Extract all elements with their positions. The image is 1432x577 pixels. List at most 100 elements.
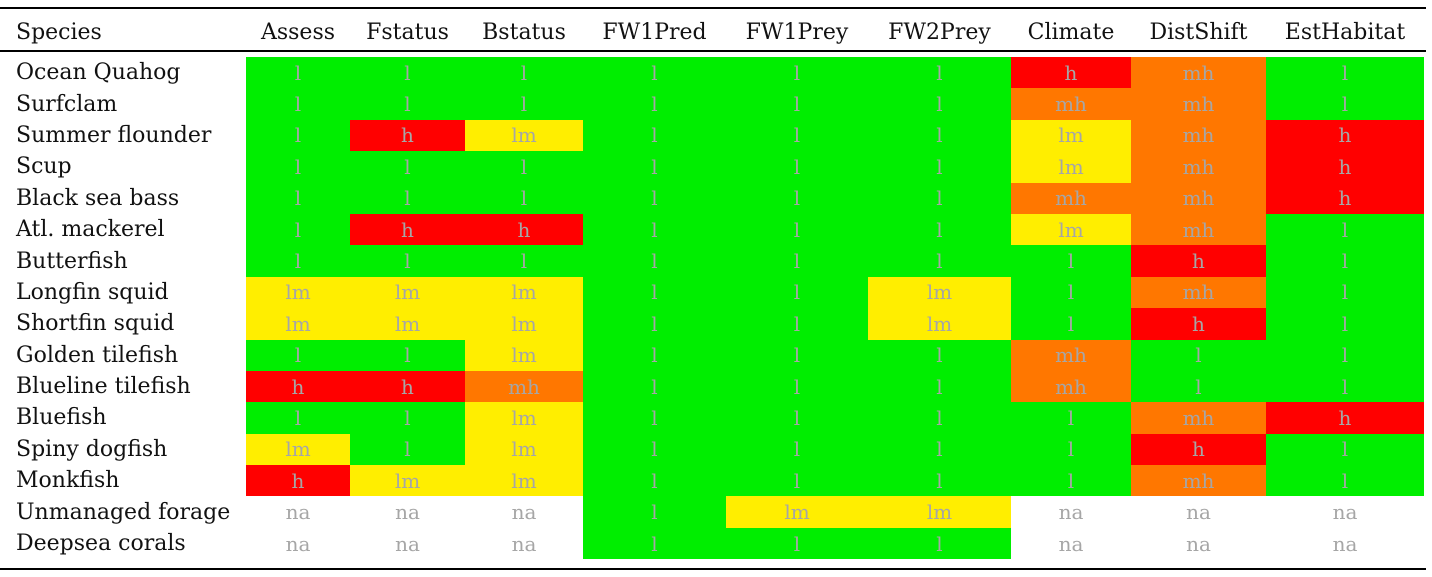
column-header: Species [16,19,102,45]
risk-cell: l [868,57,1011,89]
risk-cell: lm [350,465,465,497]
risk-cell: l [726,88,868,120]
risk-cell: mh [1131,57,1266,89]
bottom-rule [0,568,1426,570]
risk-cell: l [1266,433,1424,466]
risk-cell: lm [726,496,868,528]
risk-cell: l [1266,88,1424,120]
column-header: FW1Pred [602,19,707,45]
risk-cell: l [246,88,350,120]
risk-cell: lm [465,308,583,340]
risk-cell: l [726,276,868,309]
table-row: Shortfin squid lm lm lm l l lm l h l [0,308,1424,340]
risk-cell: l [583,465,726,497]
risk-cell: l [583,119,726,152]
risk-cell: l [1131,370,1266,403]
risk-cell: l [868,339,1011,371]
risk-cell: l [726,465,868,497]
table-row: Atl. mackerel l h h l l l lm mh l [0,213,1424,246]
risk-cell: l [726,308,868,340]
risk-cell: h [1266,402,1424,434]
risk-cell: mh [1011,339,1131,371]
risk-cell: h [1131,245,1266,277]
table-row: Summer flounder l h lm l l l lm mh h [0,119,1424,152]
species-name: Black sea bass [0,182,246,214]
risk-cell: mh [1131,151,1266,183]
risk-cell: mh [1011,370,1131,403]
column-header: Assess [260,19,336,45]
risk-cell: l [1266,308,1424,340]
mid-rule [0,50,1426,52]
risk-cell: l [1266,245,1424,277]
risk-cell: l [1011,245,1131,277]
table-row: Longfin squid lm lm lm l l lm l mh l [0,276,1424,309]
risk-cell: l [350,182,465,214]
risk-cell: mh [1131,213,1266,246]
table-row: Scup l l l l l l lm mh h [0,151,1424,183]
species-name: Shortfin squid [0,308,246,340]
risk-cell: l [1266,370,1424,403]
species-name: Golden tilefish [0,339,246,371]
column-header: FW2Prey [888,19,991,45]
risk-cell: l [465,182,583,214]
risk-cell: lm [1011,151,1131,183]
risk-cell: h [1011,57,1131,89]
risk-cell: h [1266,151,1424,183]
risk-cell: l [868,527,1011,560]
risk-cell: l [726,245,868,277]
risk-cell: na [350,496,465,528]
table-row: Blueline tilefish h h mh l l l mh l l [0,370,1424,403]
risk-cell: lm [246,433,350,466]
risk-cell: l [868,213,1011,246]
species-name: Ocean Quahog [0,57,246,89]
risk-cell: h [1131,308,1266,340]
species-name: Surfclam [0,88,246,120]
risk-cell: lm [465,119,583,152]
risk-cell: h [1131,433,1266,466]
species-name: Deepsea corals [0,527,246,560]
risk-cell: l [583,339,726,371]
column-header: Bstatus [482,19,566,45]
species-name: Atl. mackerel [0,213,246,246]
risk-cell: l [583,213,726,246]
risk-cell: l [246,245,350,277]
risk-cell: l [583,88,726,120]
risk-cell: l [726,402,868,434]
spacer-row [0,49,1424,57]
column-header: DistShift [1149,19,1248,45]
species-name: Bluefish [0,402,246,434]
species-name: Butterfish [0,245,246,277]
risk-cell: l [868,245,1011,277]
risk-cell: l [583,496,726,528]
risk-cell: l [1131,339,1266,371]
table-row: Deepsea corals na na na l l l na na na [0,527,1424,560]
risk-cell: l [1266,339,1424,371]
risk-cell: l [583,308,726,340]
risk-cell: l [350,433,465,466]
risk-cell: lm [465,339,583,371]
risk-cell: l [726,151,868,183]
risk-cell: mh [1011,88,1131,120]
table-row: Black sea bass l l l l l l mh mh h [0,182,1424,214]
risk-cell: l [465,245,583,277]
risk-cell: l [726,339,868,371]
risk-cell: l [583,527,726,560]
risk-cell: l [246,182,350,214]
risk-cell: l [465,151,583,183]
risk-cell: l [246,339,350,371]
column-header: EstHabitat [1284,19,1406,45]
risk-cell: l [465,57,583,89]
risk-cell: l [868,370,1011,403]
risk-cell: l [246,402,350,434]
table-row: Surfclam l l l l l l mh mh l [0,88,1424,120]
risk-cell: l [246,213,350,246]
risk-cell: l [868,465,1011,497]
header-row: Species Assess Fstatus Bstatus FW1Pred F… [0,15,1424,49]
column-header: FW1Prey [745,19,849,45]
risk-cell: l [246,151,350,183]
risk-cell: lm [465,465,583,497]
risk-cell: mh [1131,182,1266,214]
table-row: Unmanaged forage na na na l lm lm na na na [0,496,1424,528]
risk-cell: l [1011,308,1131,340]
risk-cell: l [583,57,726,89]
